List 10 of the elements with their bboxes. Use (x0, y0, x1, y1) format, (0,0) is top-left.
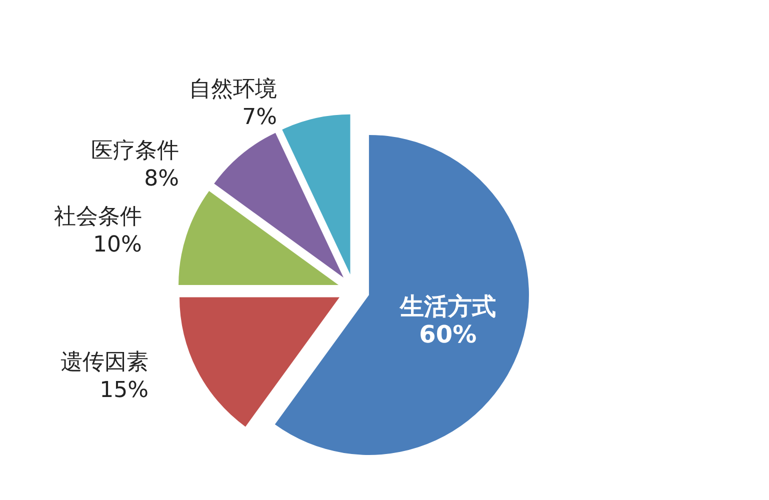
slice-label: 自然环境 (189, 77, 278, 102)
data-label: 15% (100, 378, 149, 404)
slice-label: 医疗条件 (91, 138, 180, 164)
data-label: 10% (93, 232, 142, 258)
data-label: 60% (419, 320, 477, 349)
slice-label: 遗传因素 (60, 350, 149, 376)
slice-label: 社会条件 (54, 204, 142, 230)
data-label: 8% (144, 166, 180, 192)
slice-label: 生活方式 (398, 292, 496, 321)
data-label: 7% (242, 105, 278, 130)
